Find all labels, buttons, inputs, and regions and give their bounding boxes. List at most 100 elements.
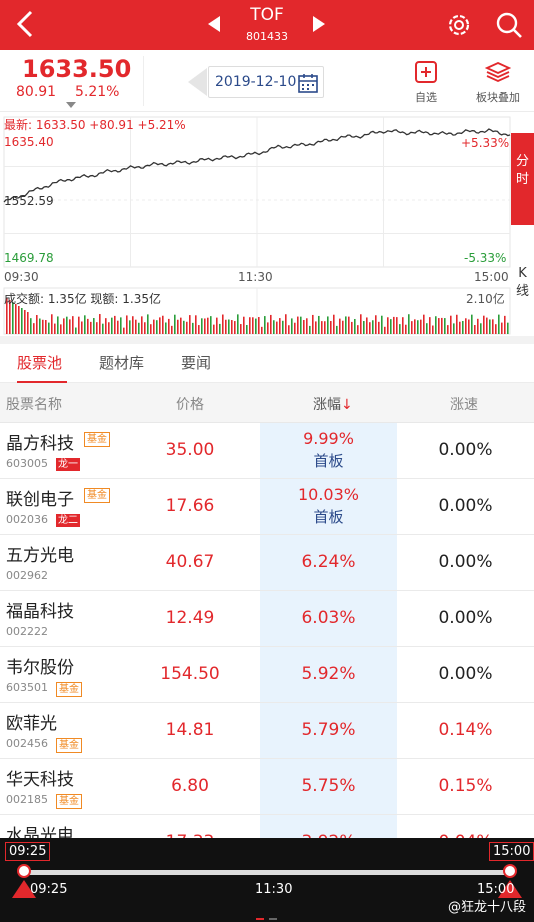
volume-bar [99,314,101,334]
sector-overlay-label: 板块叠加 [476,91,520,104]
back-arrow-icon[interactable] [14,9,36,43]
stock-name: 华天科技 [6,770,74,790]
table-header: 股票名称 价格 涨幅↓ 涨速 [0,383,534,423]
stock-price: 40.67 [165,552,215,572]
stock-name: 欧菲光 [6,714,57,734]
intraday-chart[interactable] [0,112,534,336]
end-handle-icon[interactable] [498,880,522,898]
volume-bar [174,314,176,334]
volume-bar [459,321,461,334]
volume-bar [276,321,278,334]
table-row[interactable]: 韦尔股份 603501 基金 154.50 5.92% 0.00% [0,647,534,703]
tab-intraday[interactable]: 分时 [511,133,534,225]
table-row[interactable]: 华天科技 002185 基金 6.80 5.75% 0.15% [0,759,534,815]
time-end-label: 15:00 [474,270,509,284]
date-picker[interactable]: 2019-12-10 [208,66,324,98]
sector-overlay-button[interactable]: 板块叠加 [470,60,526,105]
stock-code: 603005 [6,457,48,470]
volume-bar [255,318,257,334]
start-time-box: 09:25 [5,842,51,861]
volume-bar [42,319,44,334]
tab-news[interactable]: 要闻 [181,354,212,372]
tab-stock-pool[interactable]: 股票池 [17,354,63,372]
volume-bar [486,317,488,334]
volume-bar [369,322,371,334]
quote-panel: 1633.50 80.91 5.21% 2019-12-10 自选 板块叠加 [0,50,534,112]
volume-bar [168,318,170,334]
divider [143,56,144,106]
tab-kline[interactable]: K线 [511,225,534,333]
time-range-slider[interactable]: 09:25 15:00 09:25 11:30 15:00 [0,838,534,922]
start-handle-icon[interactable] [12,880,36,898]
search-icon[interactable] [494,10,524,44]
end-knob[interactable] [503,864,517,878]
table-row[interactable]: 欧菲光 002456 基金 14.81 5.79% 0.14% [0,703,534,759]
page-dot-active [256,918,264,920]
chart-mode-tabs: 分时 K线 [511,133,534,333]
time-mid-label: 11:30 [238,270,273,284]
latest-info: 最新: 1633.50 +80.91 +5.21% [4,118,186,132]
volume-bar [75,327,77,334]
expand-caret-icon[interactable] [66,102,76,108]
stock-code: 603501 [6,681,48,694]
volume-bar [504,315,506,334]
volume-bar [363,321,365,334]
col-change[interactable]: 涨幅↓ [313,394,353,414]
volume-bar [126,315,128,334]
volume-bar [345,316,347,334]
volume-bar [279,318,281,334]
slider-track[interactable] [24,870,510,875]
volume-bar [138,322,140,334]
col-price[interactable]: 价格 [176,397,204,413]
next-triangle-icon[interactable] [311,15,327,37]
volume-bar [252,317,254,334]
volume-bar [336,325,338,334]
volume-bar [36,315,38,334]
tab-theme-library[interactable]: 题材库 [99,354,145,372]
volume-bar [153,319,155,334]
volume-bar [78,316,80,334]
volume-bar [162,315,164,334]
volume-bar [456,314,458,334]
start-knob[interactable] [17,864,31,878]
table-row[interactable]: 福晶科技 002222 12.49 6.03% 0.00% [0,591,534,647]
volume-bar [372,320,374,334]
watchlist-button[interactable]: 自选 [404,60,448,105]
volume-bar [156,320,158,334]
volume-bar [90,321,92,334]
volume-bar [129,320,131,334]
active-tab-underline [17,381,67,384]
volume-bar [204,318,206,334]
volume-bar [282,320,284,334]
stock-speed: 0.15% [438,776,493,796]
table-row[interactable]: 五方光电 002962 40.67 6.24% 0.00% [0,535,534,591]
volume-bar [261,326,263,334]
col-name[interactable]: 股票名称 [6,397,62,413]
volume-bar [354,318,356,334]
volume-bar [15,304,17,334]
volume-bar [462,320,464,334]
date-prev-icon[interactable] [186,66,208,102]
volume-bar [150,324,152,334]
timeline-mid-label: 11:30 [255,882,293,897]
volume-bar [171,325,173,334]
volume-bar [219,323,221,334]
volume-bar [27,312,29,334]
layers-icon [484,62,512,82]
price-change: 80.91 [16,84,57,100]
volume-bar [366,317,368,334]
prev-triangle-icon[interactable] [206,15,222,37]
volume-bar [333,314,335,334]
volume-bar [24,310,26,334]
volume-bar [102,323,104,334]
sorted-column-highlight [260,383,397,922]
table-row[interactable]: 晶方科技 603005 基金 龙一 35.00 9.99% 首板 0.00% [0,423,534,479]
volume-bar [132,316,134,334]
table-row[interactable]: 联创电子 002036 基金 龙二 17.66 10.03% 首板 0.00% [0,479,534,535]
volume-bar [51,314,53,334]
gear-icon[interactable] [444,10,474,44]
volume-bar [351,321,353,334]
col-speed[interactable]: 涨速 [450,397,478,413]
index-code: 801433 [246,30,288,43]
volume-bar [390,319,392,334]
